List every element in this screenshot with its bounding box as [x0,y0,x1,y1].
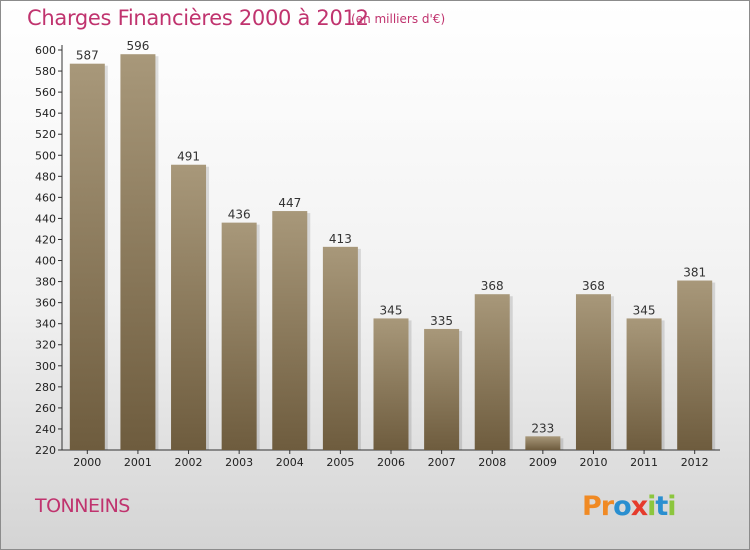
place-name: TONNEINS [35,495,130,517]
bar-value-label: 368 [582,279,605,293]
bar [575,294,611,450]
bar [626,318,662,450]
bar-value-label: 335 [430,314,453,328]
bar-value-label: 413 [329,232,352,246]
bar [171,164,207,450]
bar-value-label: 436 [228,208,251,222]
bar [525,436,561,450]
bar [322,246,358,450]
logo-letter: r [601,491,615,522]
logo-letter: P [582,491,601,522]
y-tick-label: 320 [35,339,56,352]
bar-value-label: 587 [76,49,99,63]
y-tick-label: 480 [35,170,56,183]
x-tick-label: 2007 [428,456,456,469]
y-tick-label: 460 [35,191,56,204]
logo-letter: o [613,491,631,522]
y-tick-label: 280 [35,381,56,394]
bar-value-label: 345 [633,303,656,317]
bar [474,294,510,450]
x-tick-label: 2000 [73,456,101,469]
y-tick-label: 400 [35,255,56,268]
x-tick-label: 2001 [124,456,152,469]
y-tick-label: 540 [35,107,56,120]
y-tick-label: 360 [35,297,56,310]
x-tick-label: 2011 [630,456,658,469]
y-tick-label: 560 [35,86,56,99]
bar-value-label: 233 [531,421,554,435]
chart-title: Charges Financières 2000 à 2012 [27,6,369,30]
x-tick-label: 2004 [276,456,304,469]
x-tick-label: 2010 [579,456,607,469]
y-tick-label: 340 [35,318,56,331]
y-tick-label: 260 [35,402,56,415]
chart-subtitle: (en milliers d'€) [351,12,446,26]
logo-letter: x [631,491,648,522]
bar-value-label: 345 [380,303,403,317]
y-tick-label: 600 [35,44,56,57]
logo-letter: t [655,491,668,522]
bar [373,318,409,450]
x-tick-label: 2006 [377,456,405,469]
y-tick-label: 500 [35,149,56,162]
x-tick-label: 2003 [225,456,253,469]
proxiti-logo: Proxiti [582,491,677,522]
y-tick-label: 380 [35,276,56,289]
y-tick-label: 420 [35,233,56,246]
x-tick-label: 2012 [681,456,709,469]
x-tick-label: 2009 [529,456,557,469]
y-tick-label: 220 [35,444,56,457]
bar [272,211,308,450]
y-tick-label: 580 [35,65,56,78]
bar-value-label: 381 [683,266,706,280]
bar-value-label: 368 [481,279,504,293]
bar-value-label: 447 [278,196,301,210]
bar [120,54,156,451]
bar-value-label: 596 [126,39,149,53]
logo-letter: i [667,491,675,522]
logo-letter: i [647,491,655,522]
bar [677,280,713,450]
bar [221,222,257,450]
svg-text:Proxiti: Proxiti [582,491,676,522]
bar [69,63,105,451]
y-tick-label: 240 [35,423,56,436]
y-tick-label: 300 [35,360,56,373]
y-tick-label: 520 [35,128,56,141]
bar-value-label: 491 [177,150,200,164]
y-tick-label: 440 [35,212,56,225]
x-tick-label: 2005 [326,456,354,469]
x-tick-label: 2002 [175,456,203,469]
x-tick-label: 2008 [478,456,506,469]
bar [424,328,460,450]
